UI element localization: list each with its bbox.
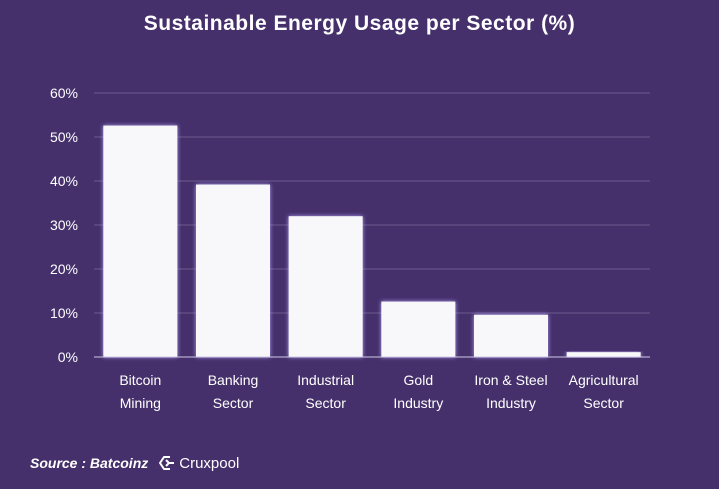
x-category-label: Gold Industry xyxy=(393,372,443,411)
footer: Source : Batcoinz Cruxpool xyxy=(30,452,239,474)
y-axis-ticks: 0% 10% 20% 30% 40% 50% 60% xyxy=(50,85,78,365)
y-tick-label: 50% xyxy=(50,129,78,145)
bars xyxy=(103,125,641,357)
y-tick-label: 30% xyxy=(50,217,78,233)
x-category-label: Bitcoin Mining xyxy=(119,372,161,411)
source-note: Source : Batcoinz xyxy=(30,455,149,471)
y-tick-label: 60% xyxy=(50,85,78,101)
chart-title: Sustainable Energy Usage per Sector (%) xyxy=(143,12,576,35)
bar-bitcoin-mining xyxy=(103,125,178,357)
bar-industrial-sector xyxy=(288,216,363,357)
gridlines xyxy=(94,92,650,314)
bar-agricultural-sector xyxy=(566,352,641,357)
brand: Cruxpool xyxy=(158,454,239,472)
bar-iron-steel-industry xyxy=(474,314,548,357)
x-category-label: Iron & Steel Industry xyxy=(474,372,547,411)
y-tick-label: 40% xyxy=(50,173,78,189)
y-tick-label: 10% xyxy=(50,305,78,321)
x-category-label: Industrial Sector xyxy=(297,372,354,411)
bar-banking-sector xyxy=(196,184,270,357)
y-tick-label: 0% xyxy=(58,349,78,365)
bar-gold-industry xyxy=(381,301,456,357)
x-axis-labels: Bitcoin Mining Banking Sector Industrial Sect… xyxy=(119,372,638,411)
cruxpool-logo-icon xyxy=(159,456,175,470)
x-category-label: Banking Sector xyxy=(208,372,259,411)
brand-name: Cruxpool xyxy=(179,454,240,472)
y-tick-label: 20% xyxy=(50,261,78,277)
x-category-label: Agricultural Sector xyxy=(569,372,639,411)
